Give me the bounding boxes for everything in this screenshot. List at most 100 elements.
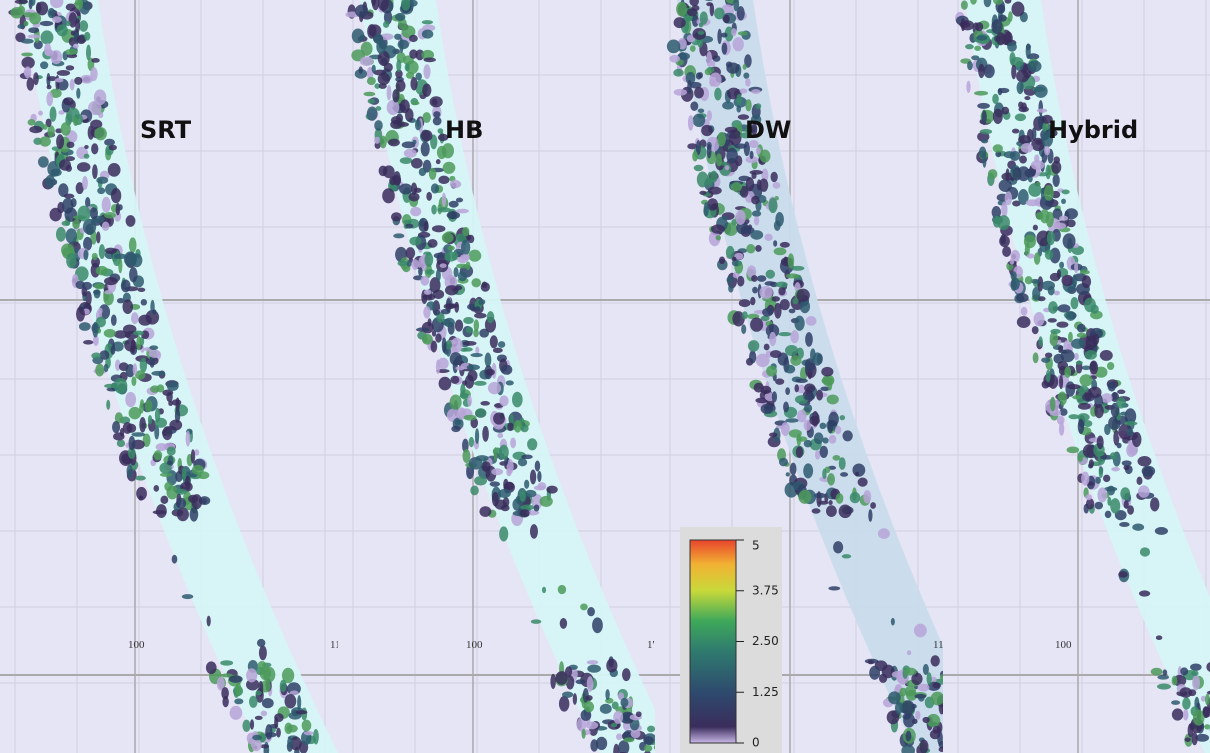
precip	[471, 278, 481, 287]
precip	[558, 585, 566, 594]
precip	[129, 436, 136, 451]
precip	[76, 307, 85, 322]
precip	[1046, 370, 1051, 383]
precip	[207, 616, 211, 627]
grid-label: 100	[466, 639, 483, 651]
precip	[1132, 432, 1142, 447]
precip	[785, 345, 798, 356]
precip	[84, 145, 89, 149]
precip	[363, 92, 375, 97]
precip	[697, 172, 708, 188]
precip	[368, 98, 375, 103]
precip	[493, 412, 505, 424]
precip	[466, 327, 473, 333]
precip	[992, 94, 999, 104]
precip	[738, 31, 748, 35]
precip	[1127, 428, 1133, 436]
precip	[95, 364, 104, 377]
precip	[10, 7, 23, 19]
precip	[781, 422, 790, 436]
precip	[734, 143, 747, 148]
precip	[475, 408, 486, 417]
precip	[999, 235, 1010, 247]
precip	[280, 680, 287, 693]
precip	[981, 139, 988, 144]
precip	[1119, 522, 1130, 527]
precip	[96, 231, 100, 243]
precip	[481, 282, 490, 292]
grid-label: 11	[933, 639, 944, 651]
precip	[772, 391, 777, 402]
precip	[1078, 403, 1091, 410]
precip	[1157, 675, 1169, 680]
precip	[455, 420, 461, 426]
precip	[1028, 60, 1042, 72]
precip	[804, 394, 815, 400]
precip	[478, 299, 485, 305]
precip	[514, 420, 522, 433]
precip	[827, 473, 835, 485]
precip	[706, 51, 712, 67]
precip	[36, 2, 41, 13]
precip	[61, 122, 71, 136]
precip	[815, 450, 820, 460]
precip	[1138, 485, 1150, 497]
precip	[79, 20, 88, 31]
precip	[398, 40, 409, 50]
precip	[1028, 183, 1041, 197]
precip	[726, 246, 735, 259]
precip	[138, 315, 151, 326]
precip	[104, 364, 109, 372]
precip	[1085, 494, 1092, 500]
precip	[667, 39, 680, 53]
precip	[584, 701, 594, 712]
precip	[423, 64, 430, 79]
precip	[1045, 249, 1054, 259]
precip	[400, 157, 413, 164]
precip	[1021, 102, 1027, 111]
precip	[192, 465, 204, 475]
precip	[1067, 219, 1076, 227]
precip	[507, 422, 513, 431]
precip	[188, 495, 198, 503]
precip	[527, 438, 537, 450]
precip	[1150, 497, 1159, 511]
precip	[359, 66, 363, 73]
precip	[773, 182, 781, 189]
precip	[746, 244, 755, 253]
precip	[1132, 524, 1144, 531]
precip	[498, 341, 505, 348]
precip	[906, 731, 912, 742]
precip	[73, 44, 79, 49]
precip	[1171, 700, 1180, 705]
precip	[1033, 352, 1039, 363]
precip	[708, 187, 722, 195]
precip	[1021, 143, 1033, 153]
precip	[111, 345, 116, 354]
panel	[338, 0, 676, 753]
precip	[587, 676, 594, 692]
precip	[631, 729, 641, 738]
precip	[409, 49, 417, 58]
precip	[367, 77, 376, 85]
precip	[711, 203, 717, 209]
colorbar-tick-label: 2.50	[752, 634, 779, 648]
precip	[1024, 169, 1035, 178]
precip	[490, 481, 500, 486]
precip	[719, 256, 725, 264]
precip	[91, 143, 98, 154]
precip	[786, 273, 799, 278]
precip	[699, 23, 704, 28]
precip	[1012, 129, 1019, 134]
precip	[414, 188, 422, 193]
precip	[855, 472, 859, 477]
precip	[726, 148, 738, 164]
precip	[731, 182, 742, 192]
precip	[918, 684, 930, 692]
precip	[133, 363, 138, 375]
precip	[259, 645, 267, 660]
precip	[453, 267, 458, 277]
precip	[1034, 85, 1048, 98]
precip	[387, 85, 392, 100]
precip	[456, 209, 469, 214]
